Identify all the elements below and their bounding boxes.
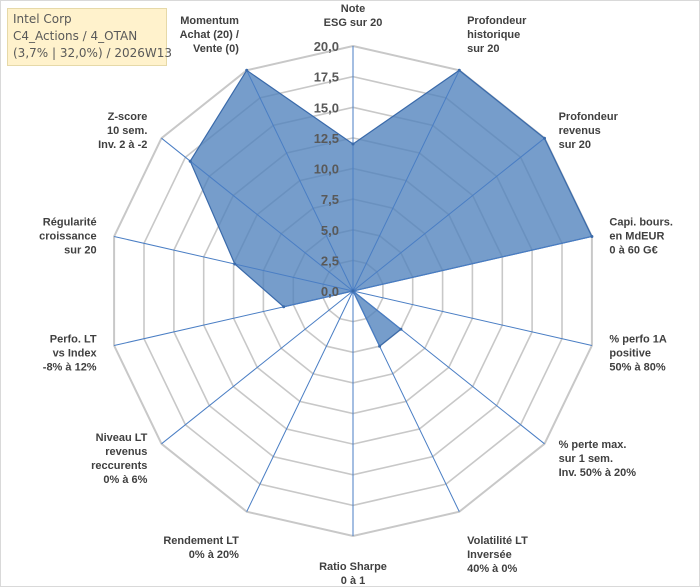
info-category: C4_Actions / 4_OTAN [13, 29, 138, 43]
axis-spoke [246, 70, 354, 292]
axis-label: Profondeur revenus sur 20 [559, 111, 619, 151]
axis-label: Niveau LT revenus reccurents 0% à 6% [91, 432, 148, 486]
data-point [233, 262, 237, 266]
tick-label: 12,5 [314, 131, 339, 146]
axis-label: Rendement LT 0% à 20% [163, 535, 239, 561]
data-point [188, 159, 192, 163]
axis-spoke [246, 290, 354, 512]
axis-spoke [352, 236, 593, 292]
axis-spoke [113, 290, 354, 346]
axis-spoke [161, 137, 354, 292]
axis-label: Z-score 10 sem. Inv. 2 à -2 [98, 111, 147, 151]
data-point [282, 305, 286, 309]
axis-spoke [161, 290, 354, 445]
data-point [399, 327, 403, 331]
axis-spoke [352, 290, 593, 346]
data-point [590, 235, 594, 238]
axis-label: % perte max. sur 1 sem. Inv. 50% à 20% [559, 439, 637, 479]
axis-spoke [352, 70, 460, 292]
tick-label: 2,5 [321, 253, 339, 268]
axis-label: Régularité croissance sur 20 [39, 217, 96, 257]
axis-spoke [352, 137, 545, 292]
axis-label: % perfo 1A positive 50% à 80% [609, 334, 667, 374]
info-period: (3,7% | 32,0%) / 2026W13 [13, 46, 172, 60]
axis-label: Volatilité LT Inversée 40% à 0% [467, 535, 528, 575]
tick-label: 7,5 [321, 192, 339, 207]
axis-label: Note ESG sur 20 [324, 3, 383, 29]
data-point [457, 68, 461, 72]
info-box: Intel Corp C4_Actions / 4_OTAN (3,7% | 3… [7, 8, 172, 66]
data-point [351, 289, 355, 293]
data-point [245, 68, 249, 72]
axis-label: Momentum Achat (20) / Vente (0) [180, 15, 240, 55]
data-point [378, 344, 382, 348]
data-point [351, 142, 355, 146]
axis-spoke [352, 290, 460, 512]
axis-label: Profondeur historique sur 20 [467, 15, 527, 55]
info-company: Intel Corp [13, 12, 72, 26]
axis-label: Capi. bours. en MdEUR 0 à 60 G€ [609, 217, 673, 257]
tick-label: 10,0 [314, 162, 339, 177]
axis-label: Ratio Sharpe 0 à 1 [319, 561, 387, 587]
axis-spoke [352, 290, 545, 445]
tick-label: 20,0 [314, 39, 339, 54]
axis-label: Perfo. LT vs Index -8% à 12% [43, 334, 98, 374]
data-point [543, 136, 546, 140]
tick-label: 15,0 [314, 100, 339, 115]
tick-label: 5,0 [321, 223, 339, 238]
tick-label: 17,5 [314, 70, 339, 85]
tick-label: 0,0 [321, 284, 339, 299]
